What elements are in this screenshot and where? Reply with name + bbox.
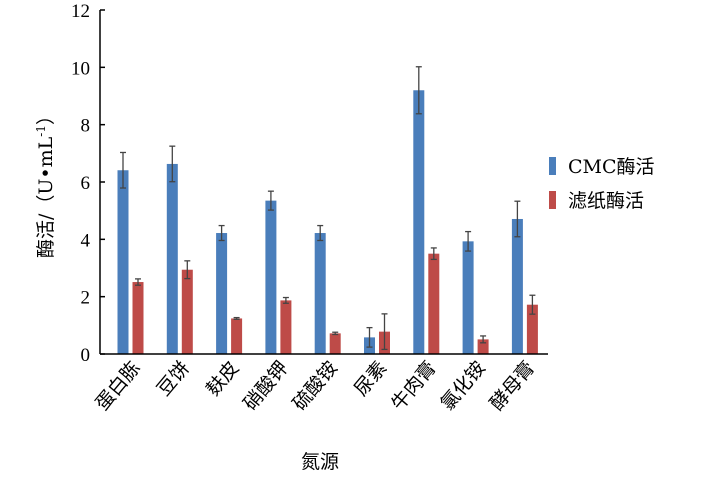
bar-filter: [280, 300, 292, 354]
bar-filter: [181, 269, 193, 354]
x-tick-label: 牛肉膏: [386, 356, 440, 414]
bar-cmc: [314, 233, 326, 354]
legend-label-cmc: CMC酶活: [568, 156, 655, 178]
bar-cmc: [265, 200, 277, 354]
x-tick-label: 蛋白胨: [91, 357, 145, 415]
legend-label-filter: 滤纸酶活: [568, 190, 644, 212]
bar-filter: [477, 339, 489, 354]
bars: [117, 66, 538, 355]
bar-filter: [428, 253, 440, 354]
bar-filter: [329, 333, 341, 354]
y-tick-label: 4: [81, 230, 91, 251]
y-axis-ticks: 0 2 4 6 8 10 12: [71, 1, 105, 366]
y-tick-label: 12: [71, 1, 90, 22]
x-tick-label: 豆饼: [153, 357, 194, 400]
x-axis-label: 氮源: [301, 451, 339, 473]
y-tick-label: 8: [81, 116, 91, 137]
y-tick-label: 2: [81, 288, 91, 309]
bar-filter: [132, 282, 144, 354]
x-tick-label: 酵母膏: [485, 356, 539, 414]
y-tick-label: 6: [81, 173, 91, 194]
bar-cmc: [413, 90, 425, 355]
bar-cmc: [462, 241, 474, 354]
y-axis-label: 酶活/（U•mL-1）: [34, 106, 57, 258]
bar-filter: [526, 304, 538, 354]
x-tick-label: 氯化铵: [436, 357, 490, 415]
legend-swatch-filter: [549, 191, 556, 209]
y-tick-label: 10: [71, 58, 90, 79]
x-tick-label: 尿素: [350, 357, 391, 400]
bar-cmc: [216, 233, 228, 354]
x-tick-label: 麸皮: [202, 357, 243, 400]
x-tick-label: 硝酸钾: [239, 357, 293, 415]
bar-cmc: [511, 218, 523, 354]
legend: CMC酶活 滤纸酶活: [549, 156, 655, 212]
bar-cmc: [117, 170, 129, 354]
bar-cmc: [166, 163, 178, 354]
y-tick-label: 0: [81, 345, 91, 366]
bar-filter: [231, 318, 243, 354]
x-tick-label: 硫酸铵: [289, 357, 343, 415]
legend-swatch-cmc: [549, 157, 556, 175]
